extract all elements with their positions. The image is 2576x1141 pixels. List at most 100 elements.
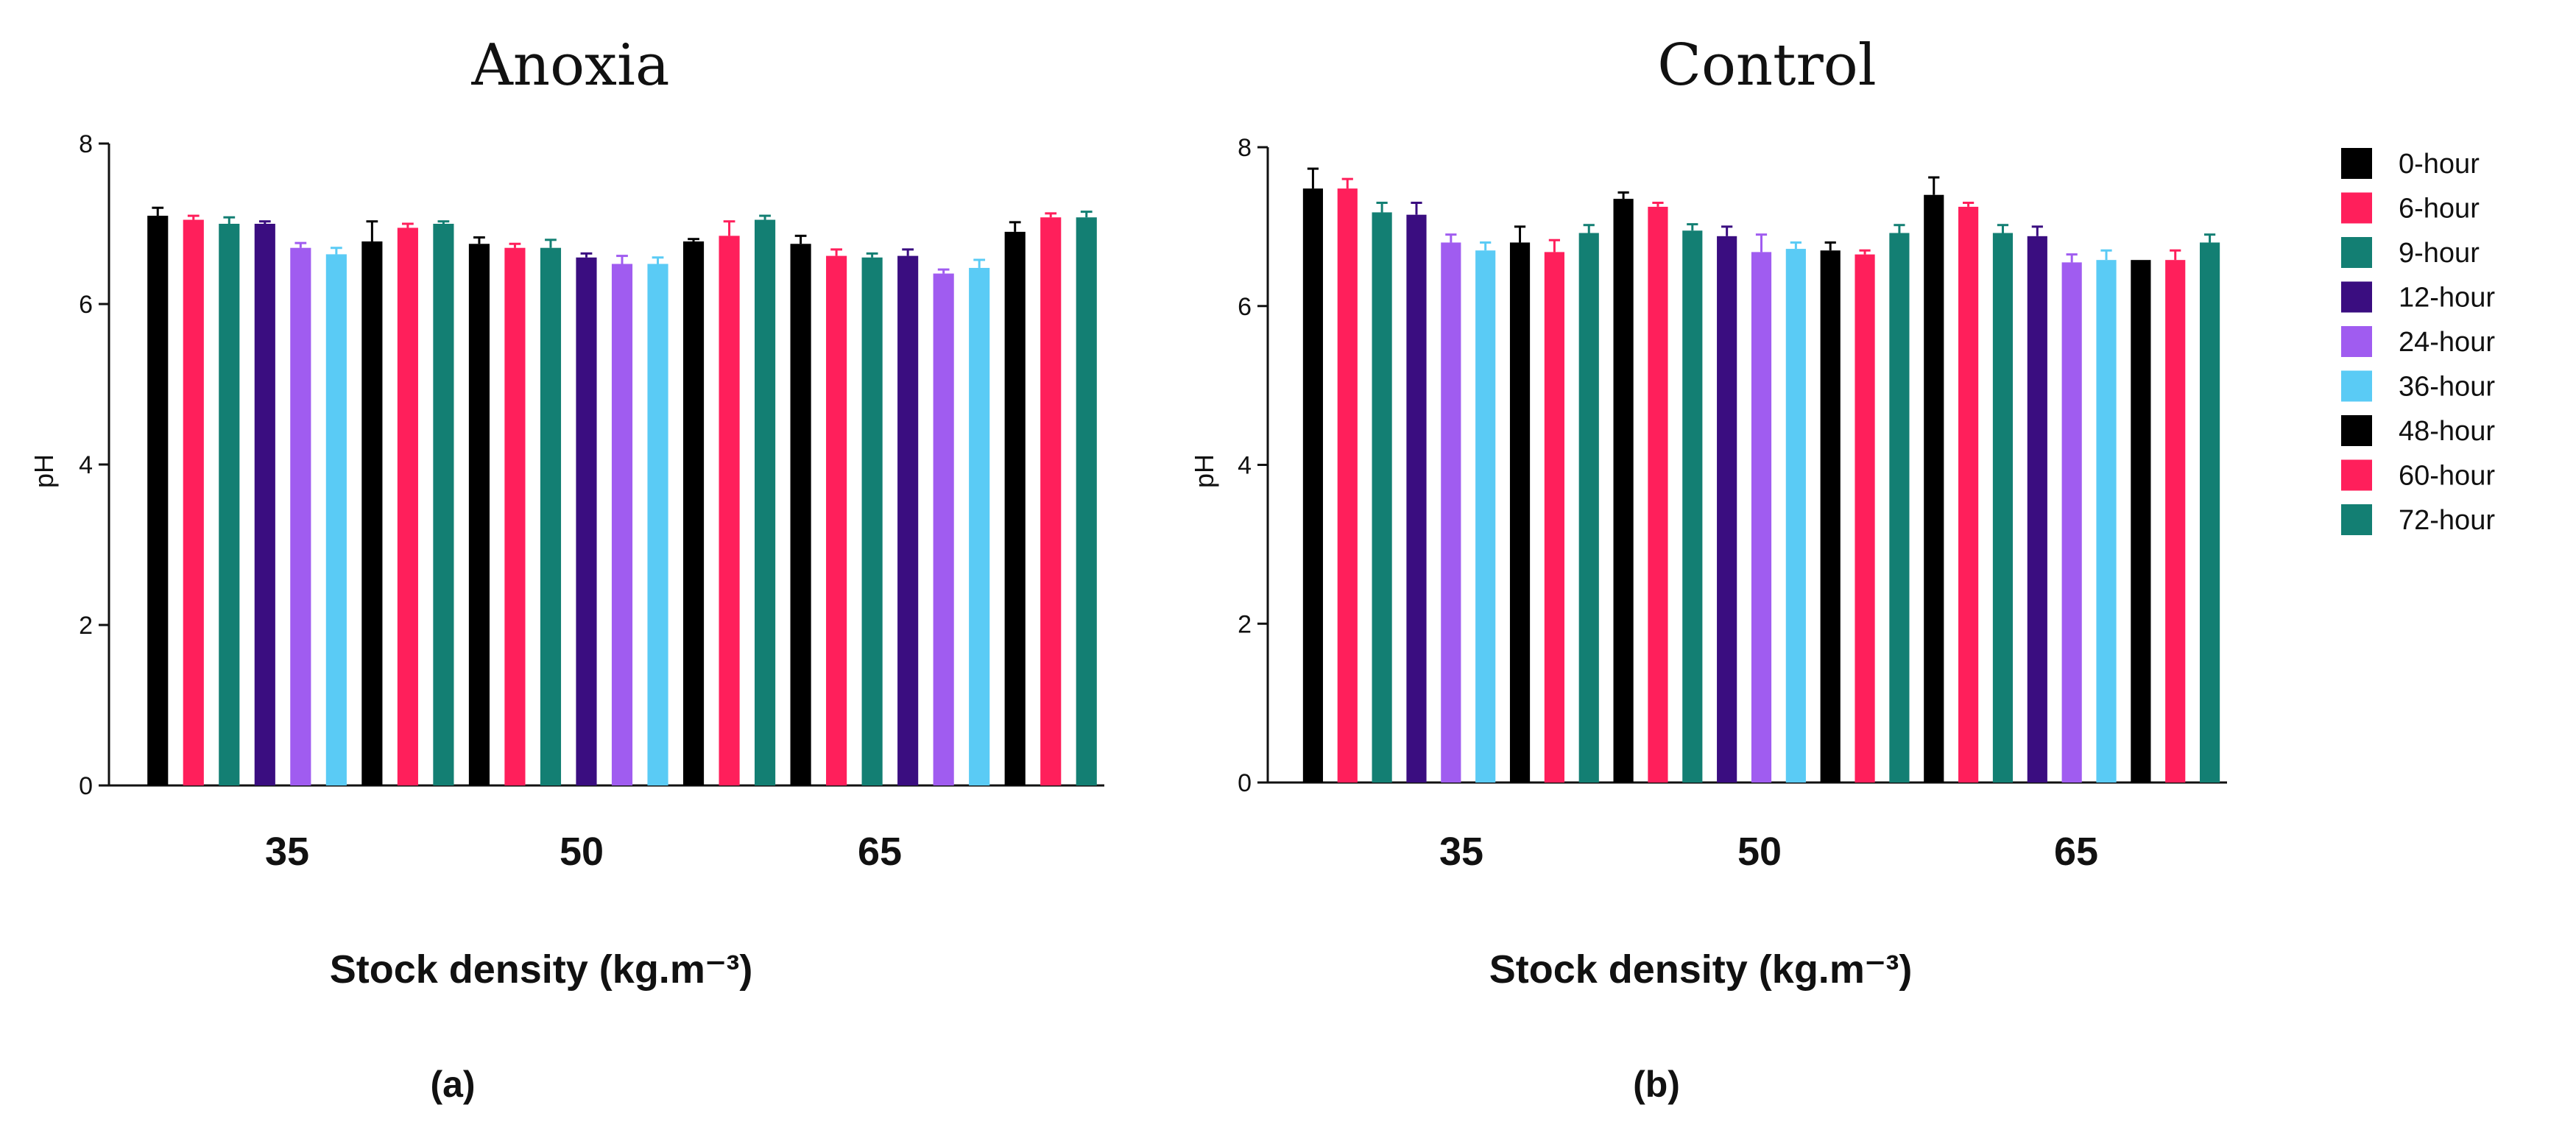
bar: [1785, 249, 1806, 783]
bar: [1717, 236, 1737, 783]
bar: [969, 267, 990, 785]
bar: [1441, 242, 1461, 783]
bar: [1992, 233, 2014, 783]
bar: [826, 255, 847, 786]
bar: [1372, 212, 1392, 783]
legend-label: 36-hour: [2399, 372, 2495, 403]
legend-label: 9-hour: [2399, 238, 2480, 269]
bar: [682, 241, 705, 786]
plot-area: 0 2 4 6 8 35 50 65: [79, 130, 1104, 874]
legend-label: 24-hour: [2399, 327, 2495, 358]
bar: [1820, 250, 1841, 783]
panel-label: (a): [430, 1064, 475, 1105]
bar: [647, 264, 668, 785]
bar: [861, 257, 883, 785]
legend-label: 12-hour: [2399, 283, 2495, 314]
y-tick-label: 8: [1238, 134, 1252, 162]
bar: [755, 219, 776, 785]
bar: [719, 236, 740, 786]
x-axis-label: Stock density (kg.m⁻³): [1489, 947, 1913, 992]
legend-label: 6-hour: [2399, 194, 2480, 225]
bar: [540, 247, 562, 785]
bar: [1751, 252, 1772, 783]
y-tick-label: 2: [79, 612, 93, 640]
bar: [1855, 254, 1875, 783]
legend: 0-hour 6-hour 9-hour 12-hour 24-hour 36-hour 4…: [2341, 148, 2495, 536]
bar: [1924, 194, 1944, 783]
bar: [504, 247, 526, 785]
bar: [933, 273, 954, 786]
bar: [1302, 188, 1324, 783]
plot-area: 0 2 4 6 8 35 50 65: [1238, 134, 2227, 874]
legend-label: 60-hour: [2399, 461, 2495, 492]
bar: [325, 254, 347, 785]
bar: [254, 224, 275, 785]
bar: [611, 264, 633, 785]
chart-title: Control: [1657, 32, 1876, 99]
bar: [2131, 260, 2151, 783]
legend-swatch: [2341, 326, 2372, 357]
y-tick-label: 4: [1238, 452, 1252, 480]
bar: [1337, 188, 1358, 783]
bar: [1004, 231, 1026, 785]
x-tick-label: 50: [1737, 830, 1782, 874]
bar: [1544, 252, 1564, 783]
x-tick-label: 65: [2054, 830, 2098, 874]
legend-swatch: [2341, 192, 2372, 224]
bar: [433, 224, 454, 785]
bar: [1406, 214, 1427, 783]
bar: [1648, 206, 1668, 783]
bar: [2027, 236, 2047, 783]
bar: [1578, 233, 1599, 783]
legend-swatch: [2341, 281, 2372, 313]
x-tick-label: 65: [858, 830, 902, 874]
panel-control: Control pH 0 2 4 6 8 35 50 65 Stock density (kg…: [1189, 32, 2227, 1105]
x-tick-label: 50: [560, 830, 604, 874]
bar: [2096, 260, 2117, 783]
bar: [290, 247, 311, 785]
panel-label: (b): [1633, 1064, 1680, 1105]
y-tick-label: 4: [79, 451, 93, 479]
legend-label: 72-hour: [2399, 505, 2495, 536]
y-tick-label: 0: [1238, 769, 1252, 797]
legend-swatch: [2341, 237, 2372, 268]
bar: [1889, 233, 1910, 783]
panel-anoxia: Anoxia pH 0 2 4 6 8 35 50 65 Stock density (kg.…: [29, 32, 1104, 1105]
bar: [1040, 217, 1062, 785]
bar: [219, 224, 240, 785]
bar: [576, 257, 597, 785]
legend-swatch: [2341, 370, 2372, 402]
bar: [468, 244, 490, 785]
bar: [897, 255, 919, 786]
bar: [2165, 260, 2186, 783]
bar: [147, 216, 169, 786]
y-axis-label: pH: [1189, 454, 1219, 488]
bar: [1682, 230, 1703, 783]
chart-title: Anoxia: [471, 32, 670, 99]
bar: [361, 241, 383, 786]
bar: [397, 227, 418, 785]
y-tick-label: 8: [79, 130, 93, 158]
bar: [1475, 250, 1496, 783]
y-tick-label: 0: [79, 772, 93, 800]
legend-swatch: [2341, 504, 2372, 535]
bar: [2061, 262, 2082, 783]
y-axis-label: pH: [29, 454, 59, 488]
bar: [183, 219, 204, 785]
x-axis-label: Stock density (kg.m⁻³): [330, 947, 753, 992]
y-tick-label: 6: [1238, 293, 1252, 321]
bar: [790, 244, 811, 785]
legend-swatch: [2341, 148, 2372, 179]
x-tick-label: 35: [1439, 830, 1483, 874]
legend-swatch: [2341, 415, 2372, 446]
bar: [2199, 242, 2220, 783]
y-tick-label: 6: [79, 291, 93, 319]
bar: [1613, 199, 1634, 783]
bar: [1076, 217, 1097, 785]
legend-label: 48-hour: [2399, 416, 2495, 447]
x-tick-label: 35: [265, 830, 309, 874]
legend-label: 0-hour: [2399, 149, 2480, 180]
legend-swatch: [2341, 459, 2372, 491]
bar: [1509, 242, 1531, 783]
